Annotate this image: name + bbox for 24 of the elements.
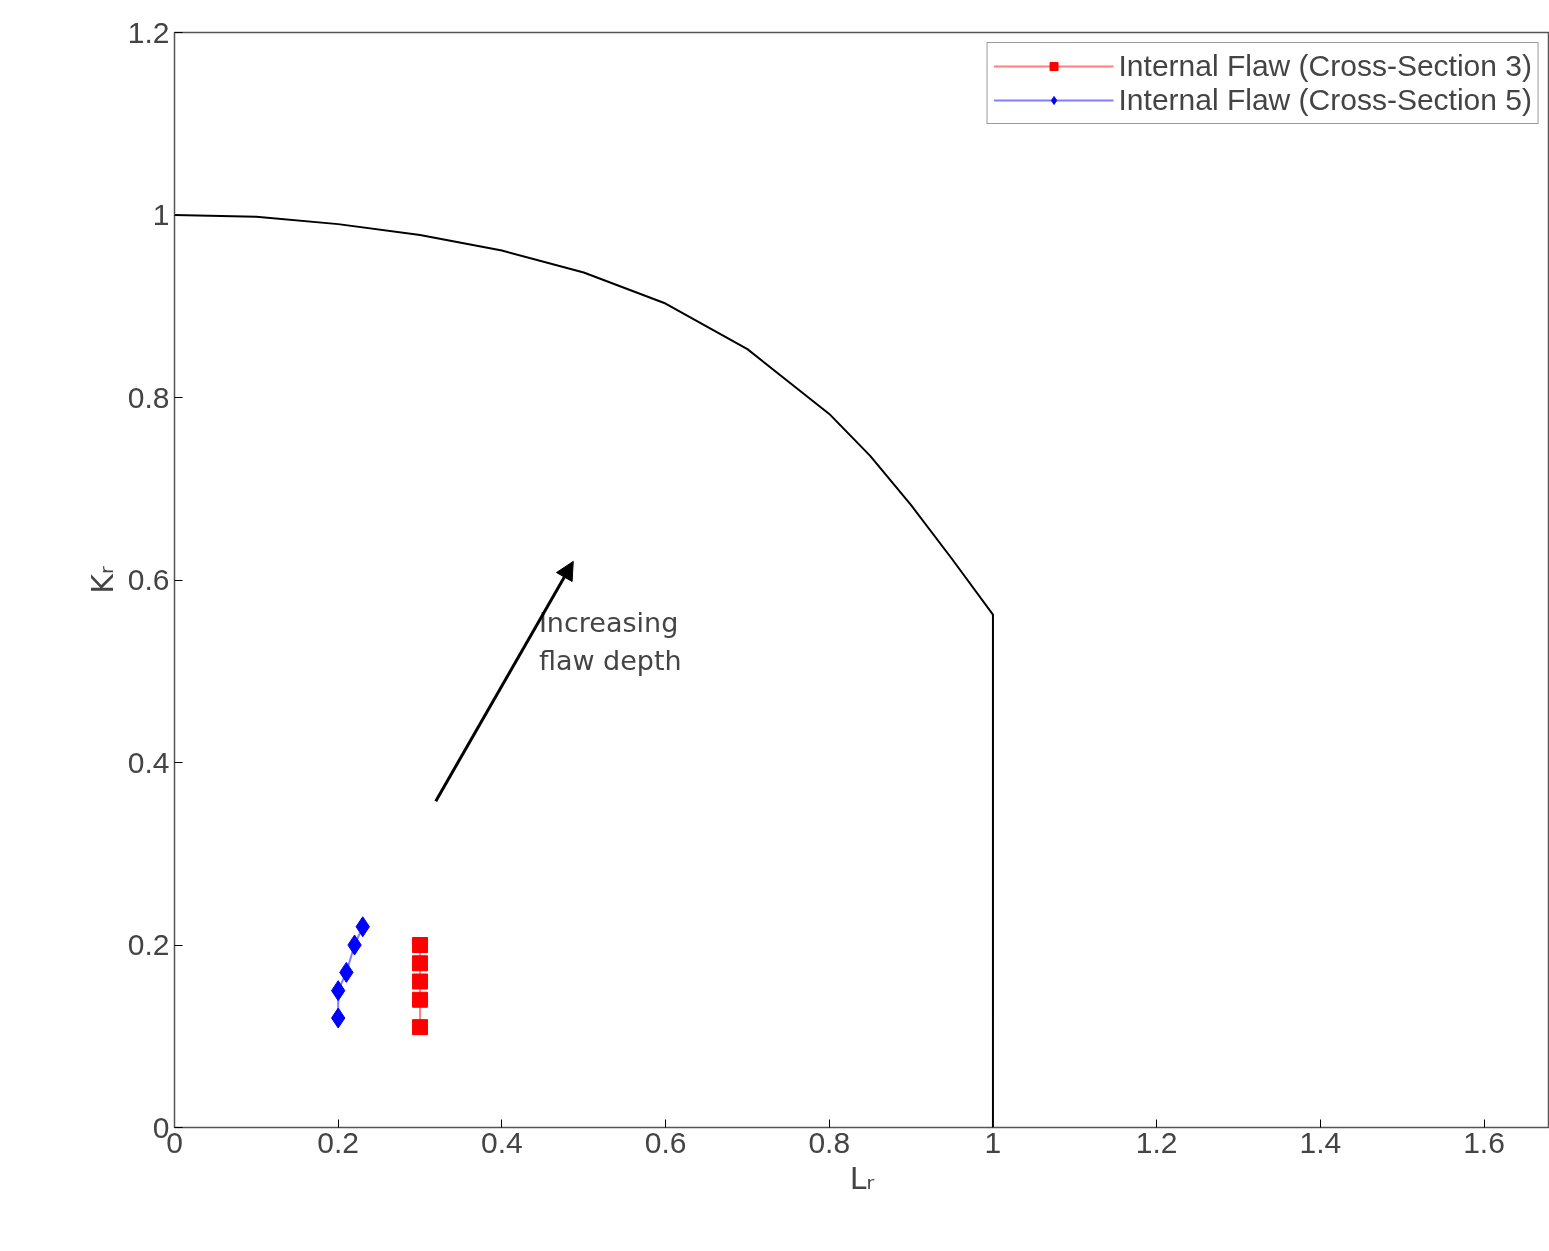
annotation: Increasing flaw depth	[538, 607, 682, 676]
point	[412, 937, 429, 953]
x-tick-label: 0.2	[317, 1125, 360, 1159]
point	[412, 955, 429, 972]
x-tick-label: 0.8	[808, 1125, 851, 1159]
x-tick-label: 1.4	[1299, 1125, 1342, 1159]
y-tick-label: 0.6	[127, 563, 170, 596]
point	[412, 991, 429, 1008]
y-tick-label: 0.4	[127, 745, 170, 779]
legend-label: Internal Flaw (Cross-Section 3)	[1118, 49, 1532, 83]
x-tick-label: 0.6	[644, 1125, 687, 1159]
point	[412, 1019, 429, 1036]
x-tick-label: 0.4	[481, 1125, 523, 1159]
legend-label: Internal Flaw (Cross-Section 5)	[1118, 83, 1532, 117]
y-tick-label: 0.8	[127, 380, 170, 414]
x-tick-label: 1	[984, 1125, 1002, 1159]
point	[412, 973, 429, 990]
y-axis-title: Kᵣ	[84, 566, 120, 594]
y-tick-label: 0.2	[127, 928, 170, 961]
x-axis-title: Lᵣ	[849, 1160, 875, 1196]
y-tick-label: 1.2	[127, 15, 170, 49]
x-tick-label: 1.2	[1135, 1125, 1178, 1159]
y-tick-label: 1	[152, 198, 170, 231]
x-tick-label: 1.6	[1463, 1125, 1505, 1159]
